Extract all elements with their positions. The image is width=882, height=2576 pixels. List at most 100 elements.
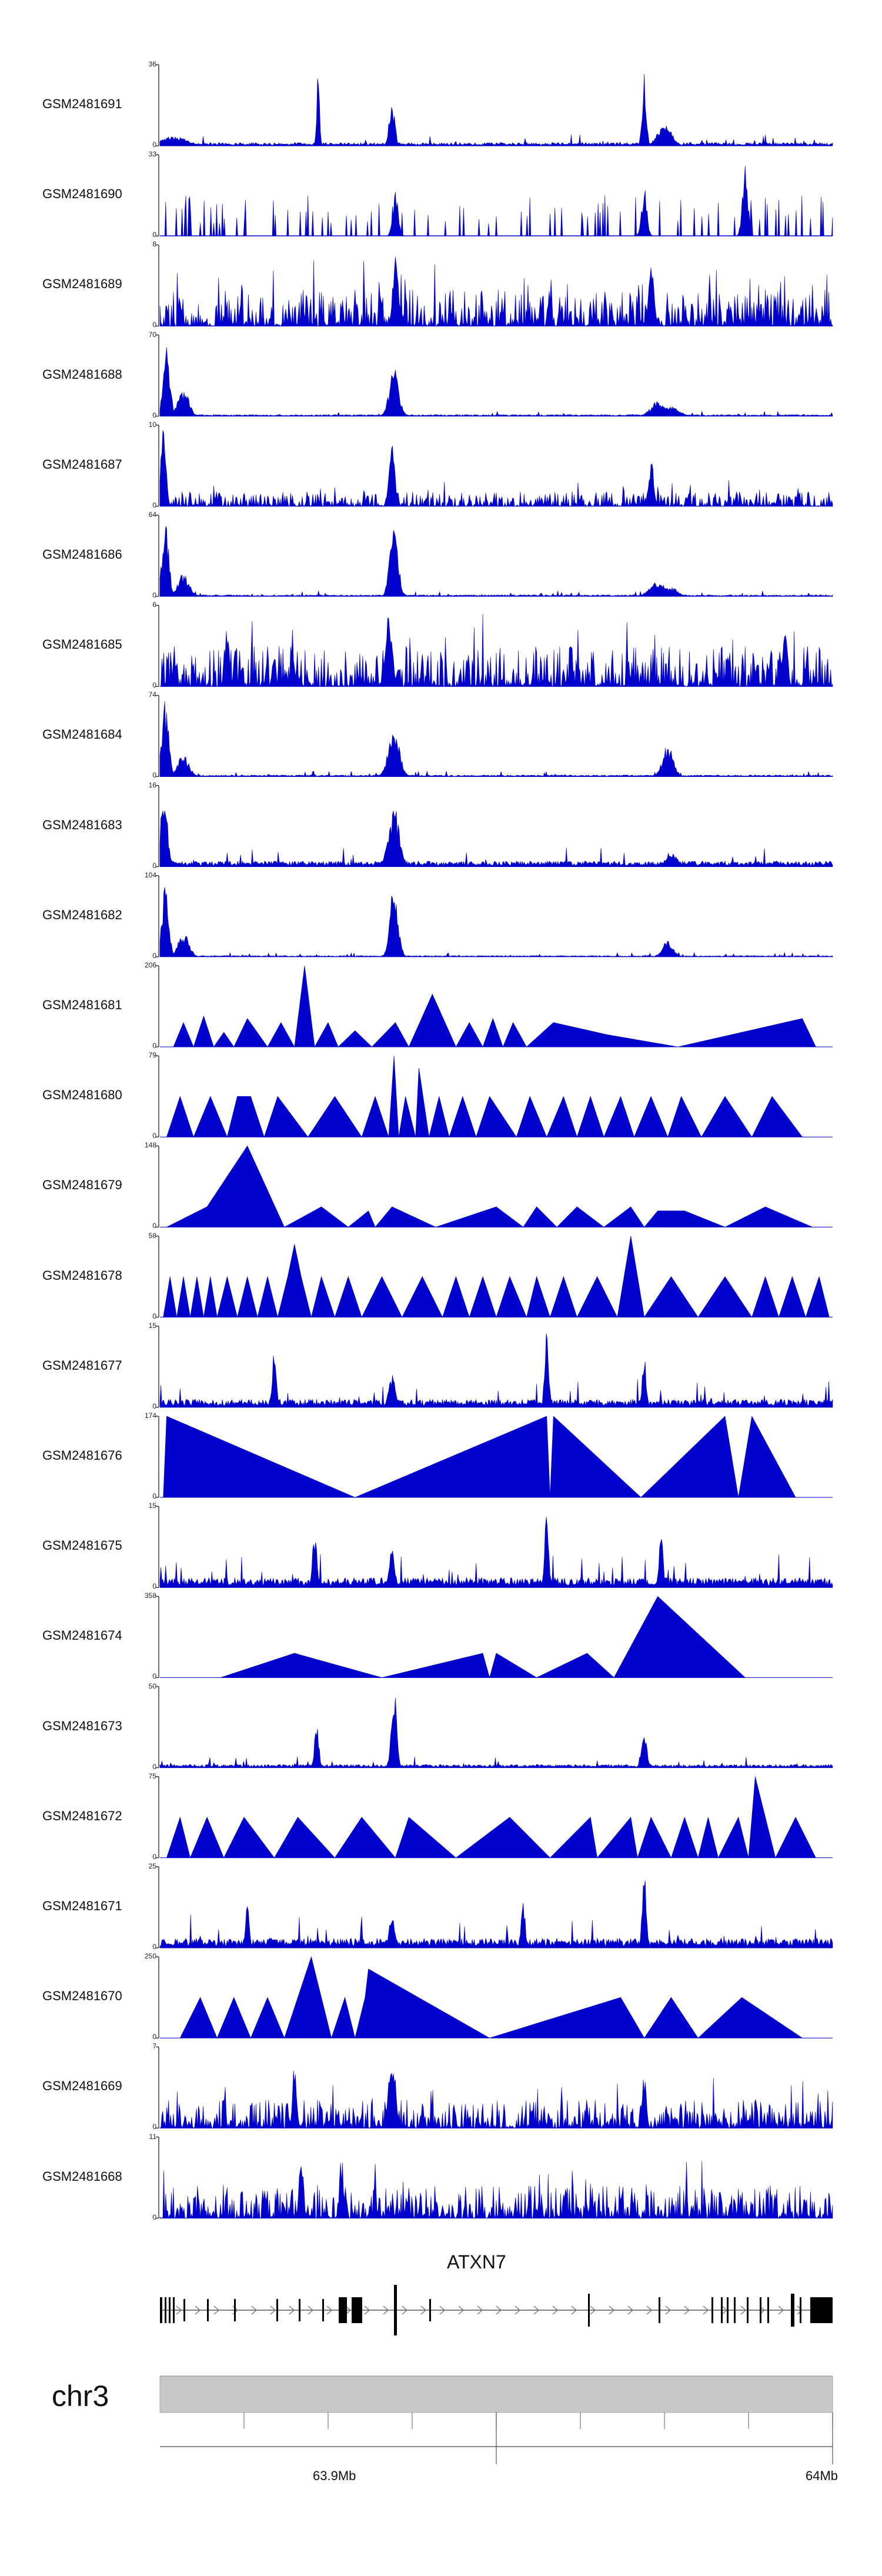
- gene-exon: [160, 2297, 162, 2323]
- track-ymax-label: 11: [149, 2132, 156, 2141]
- track-label: GSM2481689: [42, 276, 122, 292]
- track-ymax-label: 7: [152, 2042, 156, 2051]
- gene-strand-arrow: [176, 2305, 182, 2315]
- gene-exon: [299, 2299, 300, 2321]
- track-signal-area: [159, 2161, 833, 2219]
- gene-strand-arrow: [552, 2305, 558, 2315]
- gene-exon: [183, 2299, 185, 2321]
- track-ymax-label: 74: [148, 690, 156, 699]
- gene-exon: [711, 2297, 713, 2323]
- gene-exon: [165, 2297, 166, 2323]
- track-ymin-label: 0: [152, 861, 156, 870]
- gene-exon: [800, 2297, 801, 2323]
- track-signal-area: [159, 74, 833, 146]
- track-ymin-label: 0: [152, 1672, 156, 1681]
- track-ymax-label: 64: [148, 510, 156, 519]
- gene-strand-arrow: [646, 2305, 652, 2315]
- track-ymax-label: 25: [148, 1862, 156, 1870]
- track-signal-area: [163, 1416, 796, 1498]
- track-ymin-label: 0: [152, 681, 156, 690]
- track-ymin-label: 0: [152, 1762, 156, 1771]
- track-ymax-label: 10: [148, 420, 156, 429]
- track-ymin-label: 0: [152, 1852, 156, 1861]
- track-ymin-label: 0: [152, 1042, 156, 1050]
- chromosome-label: chr3: [52, 2380, 109, 2413]
- gene-strand-arrow: [458, 2305, 464, 2315]
- track-label: GSM2481691: [42, 96, 122, 111]
- track-signal-area: [179, 1956, 803, 2039]
- track-ymin-label: 0: [152, 1582, 156, 1591]
- track-signal-area: [159, 1880, 833, 1948]
- track-signal-area: [220, 1596, 746, 1679]
- gene-strand-arrow: [533, 2305, 539, 2315]
- track-ymax-label: 250: [144, 1952, 156, 1961]
- track-ymax-label: 36: [148, 60, 156, 68]
- gene-exon: [429, 2299, 431, 2321]
- track-signal-area: [159, 347, 833, 416]
- track-signal-area: [159, 526, 833, 597]
- gene-exon: [173, 2297, 175, 2323]
- gene-strand-arrow: [627, 2305, 633, 2315]
- track-label: GSM2481679: [42, 1177, 122, 1193]
- gene-strand-arrow: [684, 2305, 690, 2315]
- track-ymax-label: 8: [152, 240, 156, 249]
- axis-tick-label: 63.9Mb: [313, 2468, 356, 2483]
- track-signal-area: [166, 1776, 816, 1858]
- track-label: GSM2481672: [42, 1808, 122, 1823]
- track-ymax-label: 70: [148, 330, 156, 339]
- gene-strand-arrow: [740, 2305, 746, 2315]
- track-ymin-label: 0: [152, 1222, 156, 1230]
- track-ymax-label: 15: [148, 1321, 156, 1330]
- track-label: GSM2481682: [42, 907, 122, 922]
- gene-strand-arrow: [420, 2305, 426, 2315]
- track-signal-area: [159, 1333, 833, 1408]
- track-label: GSM2481683: [42, 817, 122, 832]
- gene-strand-arrow: [326, 2305, 332, 2315]
- track-label: GSM2481674: [42, 1628, 122, 1643]
- track-ymax-label: 75: [148, 1771, 156, 1780]
- gene-strand-arrow: [665, 2305, 671, 2315]
- track-ymax-label: 50: [148, 1681, 156, 1690]
- axis-tick-label: 64Mb: [806, 2468, 838, 2483]
- track-signal-area: [173, 965, 816, 1047]
- track-ymin-label: 0: [152, 1312, 156, 1320]
- gene-strand-arrow: [195, 2305, 201, 2315]
- track-ymax-label: 206: [144, 961, 156, 969]
- track-ymax-label: 104: [144, 870, 156, 879]
- track-label: GSM2481684: [42, 727, 122, 742]
- track-ymin-label: 0: [152, 951, 156, 960]
- gene-strand-arrow: [609, 2305, 614, 2315]
- gene-exon: [588, 2294, 590, 2327]
- track-ymin-label: 0: [152, 1943, 156, 1951]
- gene-exon: [721, 2297, 723, 2323]
- gene-exon: [747, 2297, 749, 2323]
- track-signal-area: [159, 1517, 833, 1588]
- gene-exon: [767, 2297, 769, 2323]
- track-signal-area: [166, 1056, 803, 1138]
- track-label: GSM2481670: [42, 1988, 122, 2004]
- track-ymax-label: 58: [148, 1231, 156, 1240]
- gene-strand-arrow: [402, 2305, 407, 2315]
- track-label: GSM2481675: [42, 1538, 122, 1553]
- gene-strand-arrow: [496, 2305, 502, 2315]
- track-ymax-label: 358: [144, 1591, 156, 1600]
- gene-exon: [810, 2297, 833, 2323]
- gene-strand-arrow: [477, 2305, 483, 2315]
- track-label: GSM2481680: [42, 1087, 122, 1103]
- track-ymin-label: 0: [152, 411, 156, 419]
- gene-exon: [727, 2297, 729, 2323]
- gene-strand-arrow: [251, 2305, 257, 2315]
- track-label: GSM2481677: [42, 1357, 122, 1373]
- track-ymax-label: 174: [144, 1412, 156, 1420]
- gene-exon: [734, 2297, 736, 2323]
- track-ymin-label: 0: [152, 1402, 156, 1410]
- gene-strand-arrow: [571, 2305, 577, 2315]
- track-ymin-label: 0: [152, 1492, 156, 1500]
- track-signal-area: [159, 810, 833, 867]
- gene-strand-arrow: [383, 2305, 389, 2315]
- track-ymax-label: 148: [144, 1141, 156, 1150]
- gene-strand-arrow: [778, 2305, 784, 2315]
- gene-exon: [791, 2294, 794, 2327]
- gene-exon: [352, 2297, 362, 2323]
